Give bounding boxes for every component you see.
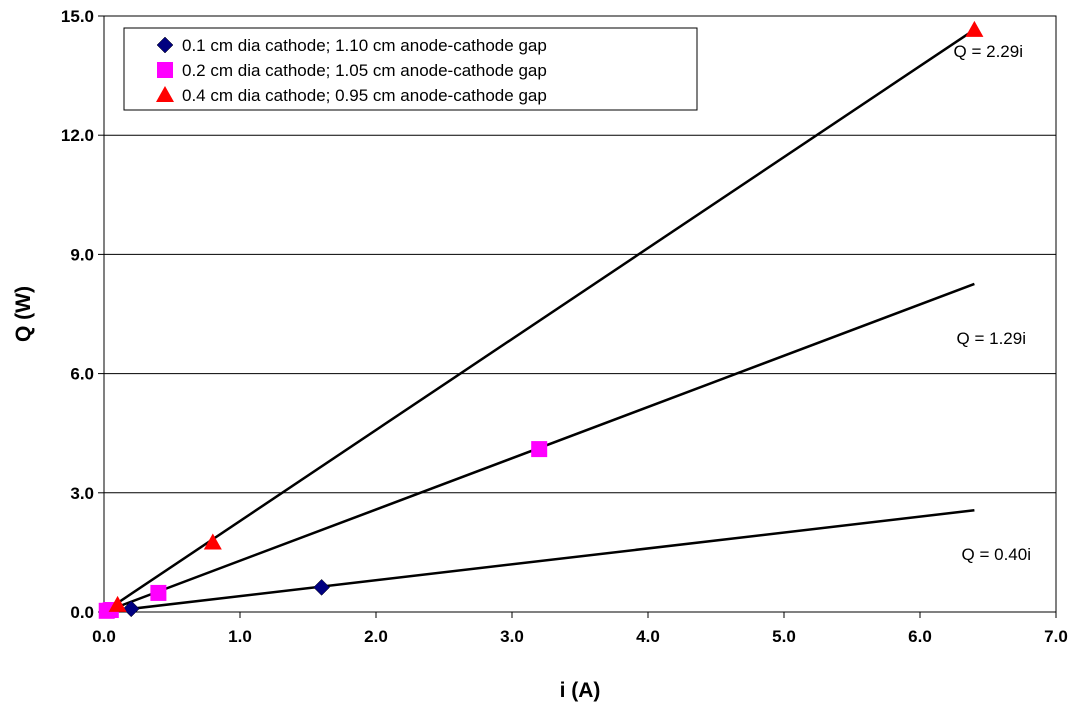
data-point-series-3 [965, 20, 984, 37]
data-point-series-3 [203, 533, 222, 550]
fit-line-series-3 [103, 28, 976, 614]
fit-equation-series-1: Q = 0.40i [962, 545, 1031, 564]
y-tick-label: 9.0 [70, 245, 94, 264]
legend-marker-series-2 [157, 62, 173, 78]
y-tick-label: 6.0 [70, 365, 94, 384]
data-points [98, 20, 984, 619]
x-tick-label: 5.0 [772, 627, 796, 646]
x-tick-label: 3.0 [500, 627, 524, 646]
legend-marker-series-3 [156, 86, 174, 102]
gridlines [104, 134, 1056, 494]
legend: 0.1 cm dia cathode; 1.10 cm anode-cathod… [123, 27, 698, 111]
data-point-series-3 [108, 595, 127, 612]
x-tick-label: 4.0 [636, 627, 660, 646]
fit-annotations: Q = 0.40i Q = 1.29i Q = 2.29i [954, 42, 1031, 564]
plot-area-border [103, 15, 1057, 613]
x-tick-label: 2.0 [364, 627, 388, 646]
x-tick-label: 1.0 [228, 627, 252, 646]
legend-label-series-3: 0.4 cm dia cathode; 0.95 cm anode-cathod… [182, 86, 547, 105]
x-axis: 0.0 1.0 2.0 3.0 4.0 5.0 6.0 7.0 [92, 612, 1068, 646]
y-tick-label: 0.0 [70, 603, 94, 622]
data-point-series-2 [531, 441, 548, 458]
fit-line-series-1 [103, 509, 975, 614]
x-tick-label: 7.0 [1044, 627, 1068, 646]
fit-equation-series-2: Q = 1.29i [957, 329, 1026, 348]
y-tick-label: 3.0 [70, 484, 94, 503]
x-axis-title: i (A) [560, 679, 601, 702]
legend-box [123, 27, 698, 111]
legend-label-series-1: 0.1 cm dia cathode; 1.10 cm anode-cathod… [182, 36, 547, 55]
x-tick-label: 6.0 [908, 627, 932, 646]
data-point-series-1 [122, 600, 140, 618]
y-tick-label: 12.0 [61, 126, 94, 145]
data-point-series-2 [150, 584, 167, 601]
x-tick-label: 0.0 [92, 627, 116, 646]
legend-marker-series-1 [156, 36, 174, 54]
y-axis-title: Q (W) [12, 286, 35, 342]
y-tick-label: 15.0 [61, 7, 94, 26]
legend-markers [156, 36, 174, 102]
y-axis: 0.0 3.0 6.0 9.0 12.0 15.0 [61, 7, 104, 622]
fit-equation-series-3: Q = 2.29i [954, 42, 1023, 61]
legend-label-series-2: 0.2 cm dia cathode; 1.05 cm anode-cathod… [182, 61, 547, 80]
data-point-series-1 [313, 579, 330, 596]
